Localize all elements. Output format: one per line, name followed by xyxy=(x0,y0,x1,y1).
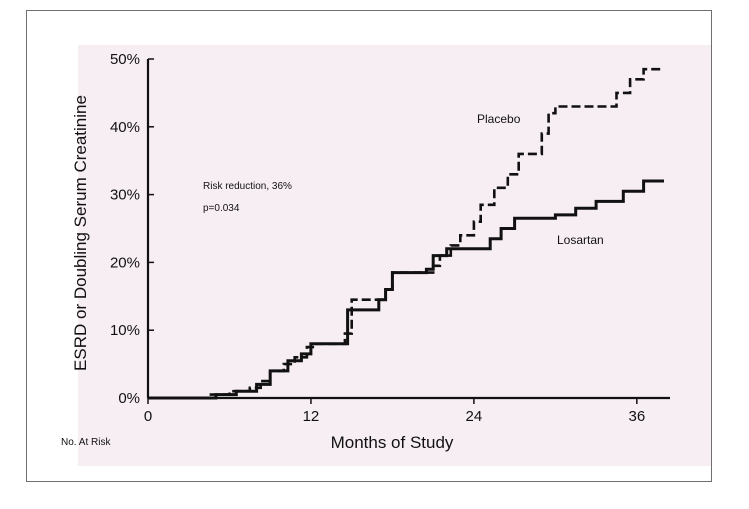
p-value-text: p=0.034 xyxy=(203,203,240,214)
y-tick-label: 50% xyxy=(110,51,140,68)
x-tick-label: 24 xyxy=(466,408,483,425)
y-tick-label: 20% xyxy=(110,254,140,271)
series-line-losartan xyxy=(148,179,664,400)
placebo-series-label: Placebo xyxy=(477,112,521,126)
plot-background xyxy=(78,45,711,466)
x-tick-label: 36 xyxy=(628,408,645,425)
y-tick-label: 40% xyxy=(110,119,140,136)
at-risk-label: No. At Risk xyxy=(61,437,111,448)
risk-reduction-text: Risk reduction, 36% xyxy=(203,181,292,192)
y-axis-title: ESRD or Doubling Serum Creatinine xyxy=(71,95,90,371)
x-axis-title: Months of Study xyxy=(331,433,454,452)
losartan-series-label: Losartan xyxy=(557,233,604,247)
y-tick-label: 0% xyxy=(118,390,140,407)
x-tick-label: 0 xyxy=(144,408,152,425)
y-tick-label: 10% xyxy=(110,322,140,339)
y-tick-label: 30% xyxy=(110,187,140,204)
figure-frame: 0% 10% 20% 30% 40% 50% 0 12 24 36 Months of Study… xyxy=(26,10,712,482)
x-tick-label: 12 xyxy=(303,408,320,425)
kaplan-meier-chart: 0% 10% 20% 30% 40% 50% 0 12 24 36 Months of Study… xyxy=(61,51,670,452)
